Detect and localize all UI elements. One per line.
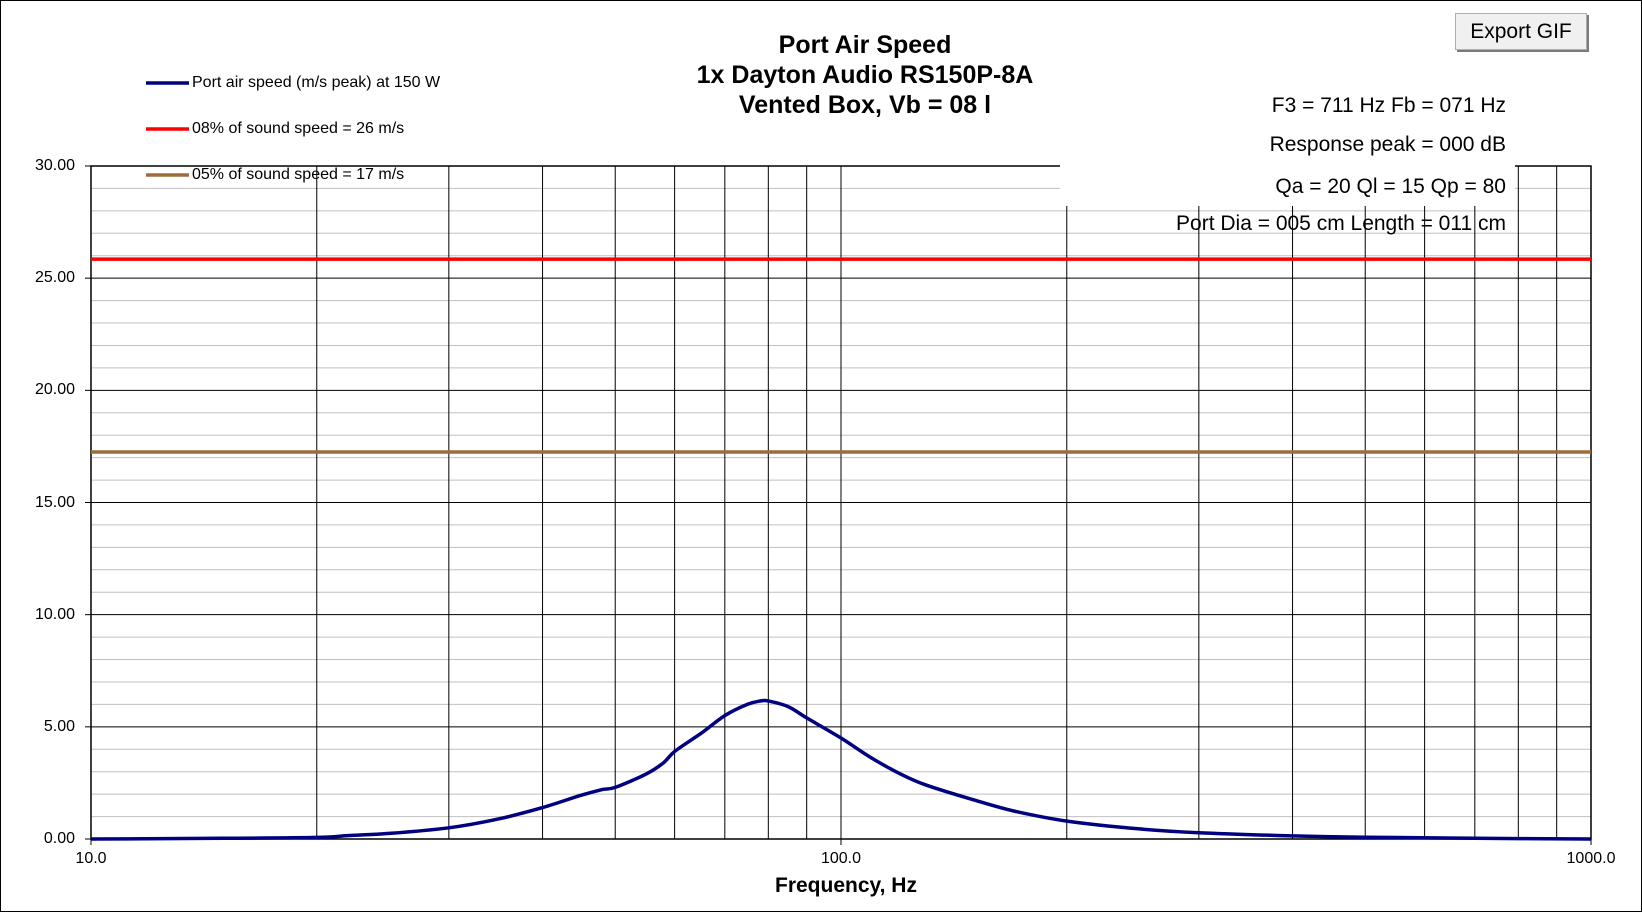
major-gridlines bbox=[91, 166, 1591, 839]
series-port-air-speed bbox=[90, 698, 1592, 841]
legend-label-port-air-speed: Port air speed (m/s peak) at 150 W bbox=[192, 74, 441, 91]
y-tick-label: 30.00 bbox=[34, 157, 75, 174]
annotation-port-dimensions: Port Dia = 005 cm Length = 011 cm bbox=[1176, 212, 1506, 235]
y-tick-label: 5.00 bbox=[43, 718, 75, 735]
legend-label-08-percent: 08% of sound speed = 26 m/s bbox=[192, 120, 405, 137]
x-tick-label: 1000.0 bbox=[1566, 850, 1616, 867]
y-tick-label: 10.00 bbox=[34, 606, 75, 623]
x-tick-label: 10.0 bbox=[75, 850, 107, 867]
annotation-background bbox=[1060, 158, 1515, 206]
tick-marks bbox=[85, 165, 1592, 845]
export-gif-button[interactable]: Export GIF bbox=[1455, 13, 1587, 50]
y-tick-label: 20.00 bbox=[34, 381, 75, 398]
y-tick-label: 15.00 bbox=[34, 494, 75, 511]
chart-title-line-2: 1x Dayton Audio RS150P-8A bbox=[696, 61, 1034, 89]
annotation-response-peak: Response peak = 000 dB bbox=[1269, 133, 1506, 156]
chart-title-line-1: Port Air Speed bbox=[778, 31, 952, 59]
x-axis-label: Frequency, Hz bbox=[775, 874, 917, 897]
y-tick-label: 25.00 bbox=[34, 269, 75, 286]
annotation-f3-fb: F3 = 711 Hz Fb = 071 Hz bbox=[1271, 94, 1506, 117]
x-tick-label: 100.0 bbox=[820, 850, 862, 867]
legend-label-05-percent: 05% of sound speed = 17 m/s bbox=[192, 166, 405, 183]
annotation-q-values: Qa = 20 Ql = 15 Qp = 80 bbox=[1275, 175, 1506, 198]
chart-title-line-3: Vented Box, Vb = 08 l bbox=[738, 91, 992, 119]
y-tick-label: 0.00 bbox=[43, 830, 75, 847]
series-layer bbox=[90, 257, 1592, 841]
legend-swatches bbox=[146, 81, 189, 177]
